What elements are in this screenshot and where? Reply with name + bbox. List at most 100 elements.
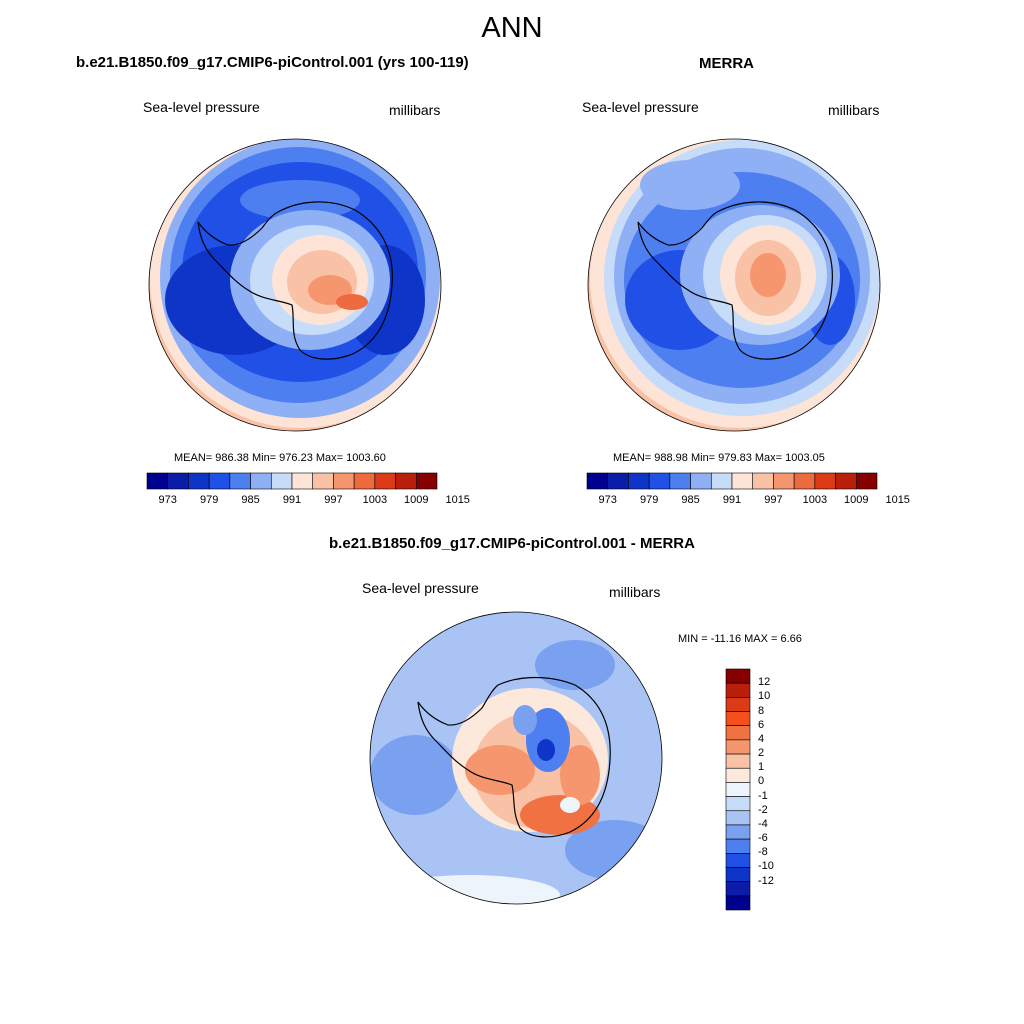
diff-colorbar-box xyxy=(725,767,751,783)
obs-colorbar xyxy=(586,472,878,490)
diff-colorbar-tick-label: 4 xyxy=(758,732,765,745)
model-colorbar-box xyxy=(291,472,314,490)
diff-colorbar-box xyxy=(725,725,751,741)
obs-map-frame xyxy=(587,138,881,432)
figure-title: ANN xyxy=(481,12,543,44)
diff-colorbar-box xyxy=(725,867,751,882)
model-colorbar-box xyxy=(270,472,293,490)
obs-colorbar-box xyxy=(690,472,712,490)
diff-variable-label: Sea-level pressure xyxy=(362,580,479,596)
model-colorbar-box xyxy=(146,472,169,490)
obs-colorbar-box xyxy=(773,472,795,490)
obs-colorbar-tick-label: 985 xyxy=(681,494,700,506)
diff-colorbar xyxy=(725,668,751,911)
diff-colorbar-tick-label: -2 xyxy=(758,803,768,816)
model-map-frame xyxy=(148,138,442,432)
obs-colorbar-tick-label: 973 xyxy=(598,494,617,506)
diff-colorbar-box xyxy=(725,682,751,698)
diff-colorbar-box xyxy=(725,739,751,755)
obs-units-label: millibars xyxy=(828,102,880,118)
obs-colorbar-box xyxy=(793,472,816,490)
diff-colorbar-tick-label: 8 xyxy=(758,704,765,717)
diff-colorbar-box xyxy=(725,796,751,812)
model-colorbar-box xyxy=(250,472,272,490)
model-antarctica-coastline xyxy=(197,201,393,360)
diff-colorbar-tick-label: -6 xyxy=(758,832,768,845)
obs-panel-title: MERRA xyxy=(699,55,754,72)
model-colorbar-tick-label: 997 xyxy=(324,494,343,506)
obs-stats: MEAN= 988.98 Min= 979.83 Max= 1003.05 xyxy=(613,452,825,464)
diff-colorbar-tick-label: 1 xyxy=(758,761,765,774)
model-colorbar-tick-label: 1009 xyxy=(404,494,429,506)
diff-colorbar-tick-label: 10 xyxy=(758,690,771,703)
diff-colorbar-box xyxy=(725,852,751,868)
obs-colorbar-tick-label: 1003 xyxy=(802,494,828,506)
obs-colorbar-box xyxy=(586,472,609,490)
diff-slp-map xyxy=(370,612,662,904)
diff-colorbar-tick-label: 12 xyxy=(758,676,771,689)
diff-map-frame xyxy=(369,611,663,905)
model-colorbar xyxy=(146,472,438,490)
obs-colorbar-tick-label: 1015 xyxy=(885,494,910,506)
diff-colorbar-box xyxy=(725,881,751,897)
diff-antarctica-coastline xyxy=(417,676,611,838)
obs-colorbar-box xyxy=(710,472,733,490)
diff-colorbar-box xyxy=(725,824,751,840)
diff-colorbar-tick-label: -8 xyxy=(758,846,768,859)
model-colorbar-tick-label: 979 xyxy=(199,494,219,506)
diff-colorbar-box xyxy=(725,810,751,826)
diff-colorbar-tick-label: -4 xyxy=(758,817,768,830)
model-colorbar-tick-label: 985 xyxy=(241,494,260,506)
diff-colorbar-tick-label: 6 xyxy=(758,718,765,731)
obs-slp-map xyxy=(588,139,880,431)
model-colorbar-box xyxy=(188,472,210,490)
model-colorbar-box xyxy=(333,472,355,490)
model-colorbar-box xyxy=(312,472,334,490)
diff-colorbar-tick-label: -10 xyxy=(758,860,774,873)
diff-colorbar-box xyxy=(725,895,751,911)
diff-colorbar-tick-label: 0 xyxy=(758,775,765,788)
obs-colorbar-box xyxy=(835,472,857,490)
diff-panel-title: b.e21.B1850.f09_g17.CMIP6-piControl.001 … xyxy=(329,535,695,552)
obs-colorbar-tick-label: 979 xyxy=(639,494,659,506)
diff-colorbar-box xyxy=(725,838,751,854)
model-colorbar-box xyxy=(353,472,376,490)
model-colorbar-box xyxy=(395,472,417,490)
diff-colorbar-box xyxy=(725,782,751,797)
obs-colorbar-box xyxy=(648,472,671,490)
diff-colorbar-box xyxy=(725,697,751,712)
model-variable-label: Sea-level pressure xyxy=(143,99,260,115)
obs-colorbar-box xyxy=(814,472,836,490)
model-colorbar-tick-label: 1015 xyxy=(445,494,470,506)
model-colorbar-tick-label: 991 xyxy=(282,494,302,506)
obs-colorbar-tick-label: 1009 xyxy=(844,494,869,506)
obs-colorbar-tick-label: 997 xyxy=(764,494,783,506)
diff-units-label: millibars xyxy=(609,584,661,600)
obs-colorbar-box xyxy=(752,472,774,490)
obs-colorbar-box xyxy=(628,472,650,490)
obs-colorbar-box xyxy=(731,472,754,490)
model-units-label: millibars xyxy=(389,102,441,118)
diff-colorbar-box xyxy=(725,668,751,684)
obs-colorbar-box xyxy=(855,472,878,490)
diff-colorbar-tick-label: -12 xyxy=(758,874,774,887)
obs-antarctica-coastline xyxy=(637,201,833,360)
model-colorbar-box xyxy=(374,472,396,490)
model-colorbar-box xyxy=(229,472,251,490)
model-stats: MEAN= 986.38 Min= 976.23 Max= 1003.60 xyxy=(174,452,386,464)
diff-colorbar-tick-label: -1 xyxy=(758,789,768,802)
obs-colorbar-box xyxy=(669,472,691,490)
diff-stats: MIN = -11.16 MAX = 6.66 xyxy=(678,633,802,645)
model-slp-map xyxy=(149,139,441,431)
model-panel-title: b.e21.B1850.f09_g17.CMIP6-piControl.001 … xyxy=(76,54,469,71)
diff-colorbar-tick-label: 2 xyxy=(758,747,765,760)
obs-variable-label: Sea-level pressure xyxy=(582,99,699,115)
model-colorbar-box xyxy=(415,472,438,490)
model-colorbar-box xyxy=(167,472,189,490)
obs-colorbar-box xyxy=(607,472,629,490)
diff-colorbar-box xyxy=(725,711,751,727)
model-colorbar-box xyxy=(208,472,231,490)
model-colorbar-tick-label: 973 xyxy=(158,494,177,506)
obs-colorbar-tick-label: 991 xyxy=(722,494,742,506)
